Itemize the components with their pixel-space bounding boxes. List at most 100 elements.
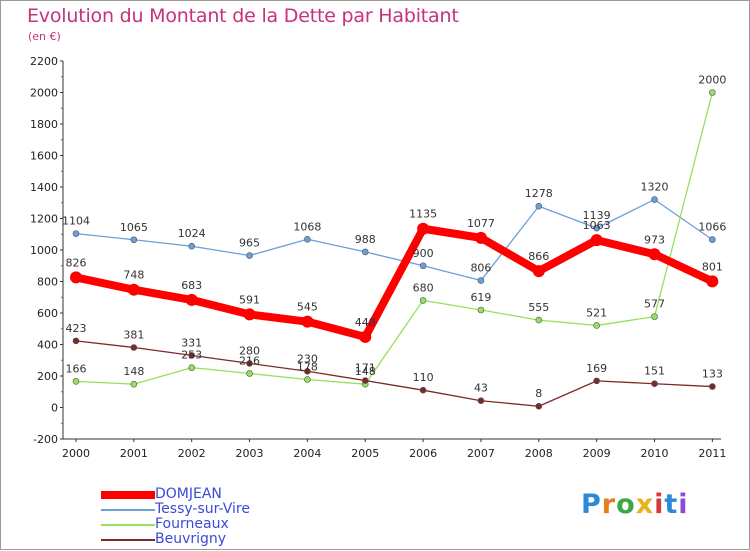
data-point <box>304 376 311 383</box>
data-point <box>301 315 314 328</box>
data-point <box>532 265 545 278</box>
chart-title: Evolution du Montant de la Dette par Hab… <box>27 5 459 27</box>
data-label: 1104 <box>62 215 90 228</box>
data-label: 1135 <box>409 208 437 221</box>
proxiti-logo: Proxiti <box>581 489 689 520</box>
data-point <box>361 377 369 384</box>
data-label: 1068 <box>293 220 321 233</box>
data-label: 148 <box>123 365 144 378</box>
data-label: 545 <box>297 301 318 314</box>
y-tick-label: 1600 <box>30 150 58 163</box>
data-point <box>70 271 82 284</box>
x-tick-label: 2007 <box>467 447 495 460</box>
data-point <box>535 316 543 324</box>
data-label: 253 <box>181 349 202 362</box>
data-label: 1320 <box>641 181 669 194</box>
data-label: 280 <box>239 344 260 357</box>
y-tick-label: 1800 <box>30 118 58 131</box>
y-tick-label: -200 <box>33 433 58 446</box>
series-line-domjean <box>75 224 715 341</box>
legend-swatch <box>101 508 155 511</box>
data-label: 216 <box>239 354 260 367</box>
data-point <box>243 308 256 321</box>
y-tick-label: 400 <box>37 339 58 352</box>
data-label: 230 <box>297 352 318 365</box>
data-point <box>130 344 138 351</box>
x-tick-label: 2011 <box>698 447 726 460</box>
data-label: 619 <box>470 291 491 304</box>
data-point <box>72 230 80 237</box>
data-point <box>651 196 658 203</box>
data-label: 1077 <box>467 217 495 230</box>
data-point <box>188 364 195 371</box>
y-tick-label: 200 <box>37 370 58 383</box>
legend-label: Fourneaux <box>155 516 229 532</box>
data-point <box>246 370 253 377</box>
data-point <box>477 306 485 314</box>
y-tick-label: 1400 <box>30 181 58 194</box>
data-point <box>709 383 716 390</box>
data-point <box>648 248 661 261</box>
y-tick-label: 2000 <box>30 87 58 100</box>
legend-item: Fourneaux <box>101 517 250 532</box>
data-point <box>477 397 485 405</box>
y-tick-label: 1000 <box>30 244 58 257</box>
y-tick-label: 1200 <box>30 213 58 226</box>
data-label: 521 <box>586 306 607 319</box>
legend-item: DOMJEAN <box>101 487 250 502</box>
data-point <box>188 242 195 250</box>
legend-item: Beuvrigny <box>101 532 250 547</box>
data-point <box>419 297 427 304</box>
data-point <box>185 293 198 306</box>
data-label: 171 <box>355 362 376 375</box>
data-label: 2000 <box>698 74 726 87</box>
data-label: 43 <box>474 382 488 395</box>
data-point <box>709 236 716 243</box>
data-point <box>593 224 600 232</box>
data-label: 826 <box>66 256 87 269</box>
data-label: 683 <box>181 279 202 292</box>
legend-swatch <box>101 538 155 541</box>
x-tick-label: 2001 <box>120 447 148 460</box>
data-point <box>593 322 600 329</box>
data-point <box>246 252 253 259</box>
data-label: 866 <box>528 250 549 263</box>
data-point <box>477 277 485 284</box>
data-label: 591 <box>239 293 260 306</box>
legend-label: Tessy-sur-Vire <box>155 501 250 517</box>
legend-label: DOMJEAN <box>155 486 222 502</box>
data-label: 1278 <box>525 187 553 200</box>
data-point <box>535 402 543 410</box>
data-point <box>246 360 253 367</box>
data-point <box>417 222 430 235</box>
x-tick-label: 2000 <box>62 447 90 460</box>
data-point <box>535 202 543 210</box>
data-point <box>419 386 427 394</box>
y-tick-label: 800 <box>37 276 58 289</box>
x-tick-label: 2006 <box>409 447 437 460</box>
chart-subtitle: (en €) <box>28 30 61 43</box>
data-label: 381 <box>123 328 144 341</box>
data-point <box>304 235 311 243</box>
legend: DOMJEAN Tessy-sur-Vire Fourneaux Beuvrigny <box>101 487 250 547</box>
data-label: 166 <box>66 362 87 375</box>
data-label: 900 <box>413 247 434 260</box>
data-point <box>72 337 80 345</box>
x-tick-label: 2010 <box>641 447 669 460</box>
data-label: 110 <box>413 371 434 384</box>
data-point <box>419 262 427 270</box>
data-label: 151 <box>644 365 665 378</box>
data-point <box>361 248 369 256</box>
data-label: 133 <box>702 368 723 381</box>
data-label: 1063 <box>583 219 611 232</box>
data-point <box>474 231 487 244</box>
data-label: 178 <box>297 360 318 373</box>
data-point <box>304 367 311 375</box>
x-tick-label: 2004 <box>293 447 321 460</box>
data-label: 448 <box>355 316 376 329</box>
data-label: 1024 <box>178 227 206 240</box>
legend-item: Tessy-sur-Vire <box>101 502 250 517</box>
series-line-beuvrigny <box>75 340 713 407</box>
